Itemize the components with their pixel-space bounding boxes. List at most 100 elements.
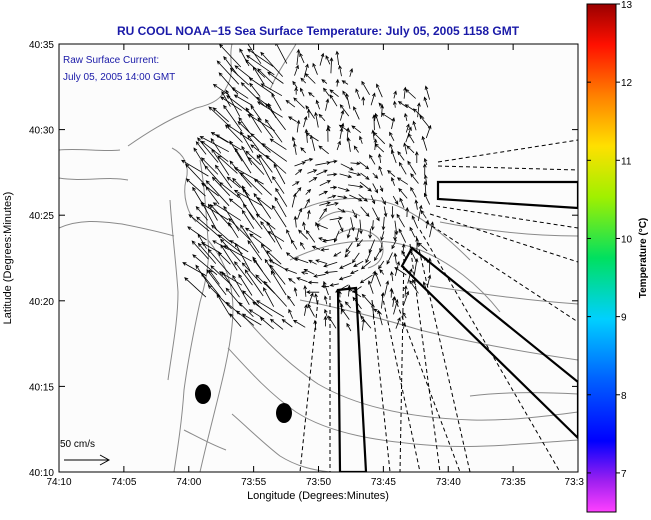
plot-background (59, 44, 578, 472)
current-vector-arrow (305, 105, 315, 119)
current-vector-arrow (397, 150, 405, 161)
current-vector-arrow (411, 215, 419, 229)
current-vector-arrow (396, 213, 405, 228)
current-vector-arrow (209, 204, 232, 229)
current-vector-arrow (330, 185, 338, 190)
current-vector-arrow (329, 94, 338, 107)
current-vector-arrow (223, 55, 239, 76)
current-vector-arrow (256, 154, 273, 184)
current-vector-arrow (425, 219, 430, 229)
current-vector-arrow (374, 112, 381, 129)
current-vector-arrow (323, 295, 328, 305)
current-vector-arrow (247, 240, 263, 261)
current-vector-arrow (226, 124, 252, 142)
current-vector-arrow (329, 216, 343, 221)
contour-a (199, 239, 234, 472)
current-vector-arrow (266, 250, 282, 265)
current-vector-arrow (322, 238, 337, 243)
current-vector-arrow (372, 172, 379, 179)
current-vector-arrow (324, 270, 338, 275)
y-axis: 40:10 40:15 40:20 40:25 40:30 40:35 (29, 40, 578, 479)
current-vector-arrow (212, 107, 229, 123)
current-vector-arrow (404, 112, 408, 121)
contour-f (299, 197, 471, 261)
current-vector-arrow (207, 248, 231, 276)
current-vector-arrow (311, 245, 321, 250)
current-vector-arrow (294, 161, 307, 167)
current-vector-arrow (404, 104, 415, 111)
current-vector-arrow (398, 187, 408, 199)
radar-grid-ray (391, 289, 461, 472)
radar-grid-ray (415, 235, 471, 472)
current-vector-arrow (181, 159, 209, 177)
current-vector-arrow (353, 260, 364, 267)
current-vector-arrow (386, 252, 393, 265)
current-vector-arrow (346, 127, 350, 141)
current-vector-arrow (188, 214, 210, 232)
current-vector-arrow (217, 252, 231, 265)
current-vector-arrow (256, 300, 285, 318)
current-vector-arrow (393, 100, 397, 108)
current-vector-arrow (390, 206, 395, 219)
current-vector-arrow (249, 233, 272, 252)
current-vector-arrow (229, 67, 249, 86)
current-vector-arrow (423, 174, 428, 186)
contour-i (439, 221, 578, 237)
current-vector-arrow (325, 98, 330, 111)
current-vector-arrow (228, 198, 243, 210)
current-vector-arrow (396, 177, 409, 185)
current-vector-arrow (360, 261, 371, 270)
current-vector-arrow (350, 217, 355, 232)
current-vector-arrow (233, 94, 253, 106)
current-vector-arrow (406, 145, 415, 154)
current-vector-arrow (328, 315, 337, 329)
current-vector-arrow (234, 261, 253, 286)
current-vector-arrow (291, 136, 296, 144)
current-vector-arrow (269, 318, 284, 330)
radar-grid-ray (437, 139, 578, 163)
current-vector-arrow (393, 299, 399, 315)
current-vector-arrow (345, 92, 351, 109)
current-vector-arrow (293, 97, 305, 109)
colorbar-ticks: 7 8 9 10 11 12 13 (587, 0, 633, 480)
current-vector-arrow (407, 160, 417, 175)
colorbar-label: Temperature (°C) (638, 218, 649, 299)
current-vector-arrow (391, 239, 397, 250)
current-vector-arrow (232, 177, 250, 196)
current-vector-arrow (259, 317, 274, 330)
current-vector-arrow (223, 104, 243, 132)
current-vector-arrow (294, 86, 299, 95)
current-vector-arrow (408, 133, 415, 144)
current-vector-arrow (253, 192, 272, 219)
current-vector-arrow (399, 197, 405, 208)
current-vector-arrow (210, 265, 233, 286)
current-vector-arrow (319, 207, 327, 220)
current-vector-arrow (402, 290, 410, 307)
current-vector-arrow (307, 280, 319, 285)
current-vector-arrow (210, 137, 222, 154)
long-island-coast (269, 44, 297, 91)
current-vector-arrow (295, 168, 303, 176)
colorbar-tick-label: 7 (621, 469, 627, 480)
buoy-marker-west (195, 384, 211, 404)
y-tick-label: 40:30 (29, 126, 54, 137)
current-vector-arrow (304, 304, 308, 316)
x-tick-label: 74:10 (46, 477, 71, 488)
current-vector-arrow (240, 224, 260, 254)
radar-grid-ray (409, 243, 441, 472)
current-vector-arrow (349, 68, 354, 77)
current-vector-arrow (339, 127, 344, 140)
y-tick-label: 40:15 (29, 382, 54, 393)
current-vector-arrow (305, 229, 316, 243)
current-vector-arrow (373, 131, 386, 145)
current-vector-arrow (371, 303, 375, 320)
radar-grid-ray (381, 293, 421, 472)
current-vector-arrow (429, 221, 434, 238)
current-vector-arrow (241, 145, 253, 166)
current-vector-arrow (263, 286, 275, 307)
current-vector-arrow (211, 224, 231, 243)
current-vector-arrow (415, 237, 419, 252)
current-vector-arrow (350, 269, 359, 274)
current-vector-arrow (288, 277, 296, 284)
current-vector-arrow (223, 245, 252, 262)
